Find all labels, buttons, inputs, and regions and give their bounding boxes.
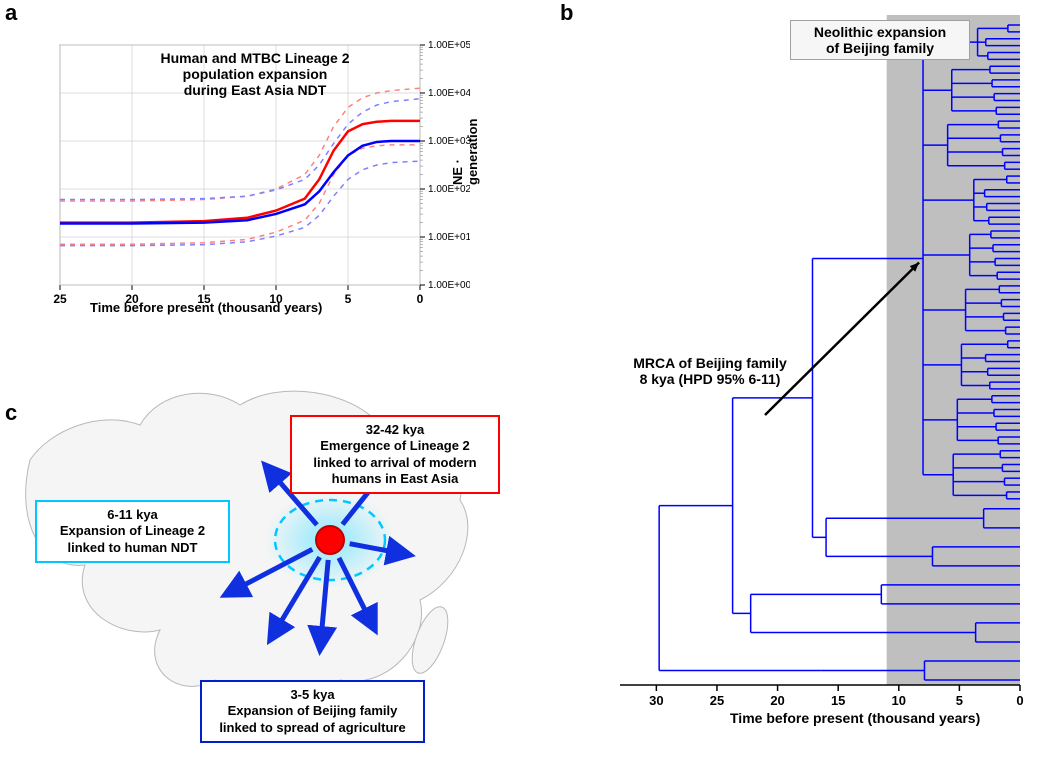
svg-text:1.00E+04: 1.00E+04	[428, 88, 470, 99]
callout-cyan: 6-11 kya Expansion of Lineage 2 linked t…	[35, 500, 230, 563]
svg-text:25: 25	[53, 292, 67, 306]
svg-text:5: 5	[345, 292, 352, 306]
phylogenetic-tree: 30 25 20 15 10 5 0 Time before present (thousa…	[600, 10, 1040, 730]
svg-text:0: 0	[1016, 693, 1023, 708]
svg-text:10: 10	[892, 693, 906, 708]
chart-a-ylabel: NE · generation	[450, 119, 480, 185]
svg-text:20: 20	[770, 693, 784, 708]
svg-text:25: 25	[710, 693, 724, 708]
neolithic-caption: Neolithic expansion of Beijing family	[790, 20, 970, 60]
svg-text:1.00E+02: 1.00E+02	[428, 184, 470, 195]
panel-a-label: a	[5, 0, 17, 26]
mrca-caption: MRCA of Beijing family 8 kya (HPD 95% 6-…	[600, 355, 820, 387]
chart-a-title: Human and MTBC Lineage 2 population expa…	[120, 50, 390, 98]
population-expansion-chart: 25201510501.00E+001.00E+011.00E+021.00E+…	[30, 35, 470, 335]
panel-b-label: b	[560, 0, 573, 26]
svg-text:0: 0	[417, 292, 424, 306]
asia-map-infographic: 32-42 kya Emergence of Lineage 2 linked …	[10, 370, 550, 750]
svg-text:1.00E+01: 1.00E+01	[428, 232, 470, 243]
callout-blue: 3-5 kya Expansion of Beijing family link…	[200, 680, 425, 743]
svg-text:1.00E+00: 1.00E+00	[428, 280, 470, 291]
callout-red: 32-42 kya Emergence of Lineage 2 linked …	[290, 415, 500, 494]
svg-text:30: 30	[649, 693, 663, 708]
svg-text:5: 5	[956, 693, 963, 708]
svg-text:1.00E+05: 1.00E+05	[428, 40, 470, 51]
tree-b-xlabel: Time before present (thousand years)	[730, 710, 980, 726]
svg-text:15: 15	[831, 693, 845, 708]
chart-a-xlabel: Time before present (thousand years)	[90, 300, 322, 315]
